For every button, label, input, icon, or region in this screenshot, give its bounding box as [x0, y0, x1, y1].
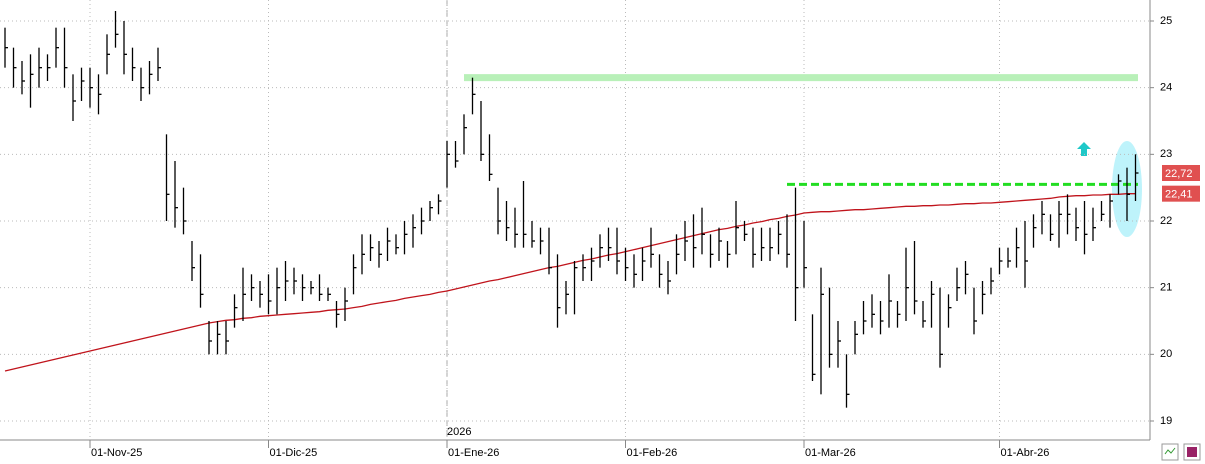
x-tick-label: 01-Ene-26: [448, 447, 499, 459]
toolbar-icon: [1164, 447, 1176, 455]
year-label: 2026: [447, 426, 471, 438]
y-tick-label: 19: [1160, 415, 1172, 427]
x-tick-label: 01-Feb-26: [627, 447, 678, 459]
y-tick-label: 25: [1160, 15, 1172, 27]
y-tick-label: 24: [1160, 82, 1172, 94]
price-label-box: [1162, 165, 1200, 181]
x-tick-label: 01-Nov-25: [91, 447, 142, 459]
price-label-box: [1162, 185, 1200, 202]
x-tick-label: 01-Mar-26: [805, 447, 856, 459]
y-tick-label: 23: [1160, 148, 1172, 160]
x-tick-label: 01-Dic-25: [270, 447, 318, 459]
price-label: 22,72: [1165, 168, 1193, 180]
price-label: 22,41: [1165, 189, 1193, 201]
y-tick-label: 21: [1160, 282, 1172, 294]
up-arrow: [1077, 142, 1091, 156]
y-tick-label: 22: [1160, 215, 1172, 227]
plot-area: [0, 0, 1150, 440]
y-tick-label: 20: [1160, 348, 1172, 360]
x-tick-label: 01-Abr-26: [1001, 447, 1050, 459]
moving-average: [4, 193, 1136, 372]
x-axis-area: [0, 440, 1205, 464]
toolbar-icon: [1187, 447, 1197, 457]
